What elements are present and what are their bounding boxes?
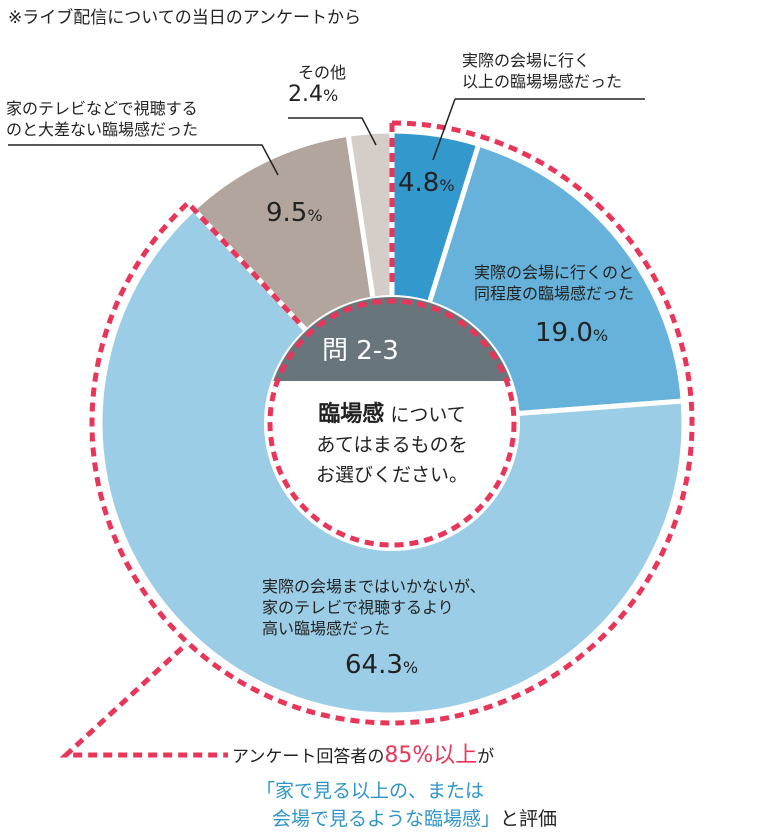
summary-line1: アンケート回答者の85%以上が [232, 743, 495, 768]
header-note: ※ライブ配信についての当日のアンケートから [8, 8, 362, 28]
summary-line2: 「家で見る以上の、または [256, 780, 485, 802]
label-s2: 実際の会場まではいかないが、 家のテレビで視聴するより 高い臨場感だった [262, 577, 486, 638]
label-s3: 家のテレビなどで視聴する のと大差ない臨場感だった [6, 99, 199, 139]
pct-s4: 2.4% [288, 82, 339, 107]
leader-s4 [288, 117, 377, 146]
pct-s3: 9.5% [266, 198, 323, 228]
label-s1: 実際の会場に行くのと 同程度の臨場感だった [474, 263, 635, 303]
leader-s3 [8, 144, 279, 176]
question-text: 臨場感 について あてはまるものを お選びください。 [315, 402, 468, 486]
label-s0: 実際の会場に行く 以上の臨場場感だった [462, 51, 623, 91]
label-s4: その他 [298, 63, 347, 82]
summary-line3: 会場で見るような臨場感」と評価 [272, 808, 558, 830]
callout-tail [59, 646, 228, 758]
question-badge: 問 2-3 [322, 336, 399, 366]
pct-s0: 4.8% [398, 168, 455, 198]
pct-s1: 19.0% [535, 318, 609, 348]
center-dashed-ring [267, 298, 517, 548]
pct-s2: 64.3% [345, 650, 419, 680]
leader-s0 [432, 98, 456, 161]
